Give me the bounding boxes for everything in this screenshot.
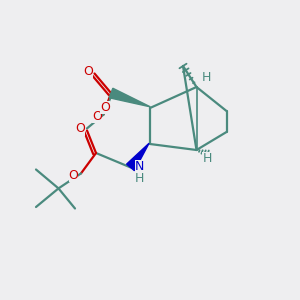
Polygon shape [109, 88, 150, 107]
Polygon shape [127, 143, 149, 171]
Text: O: O [83, 65, 93, 78]
Text: H: H [202, 71, 211, 84]
Text: O: O [92, 110, 102, 123]
Text: O: O [75, 122, 85, 136]
Text: O: O [100, 100, 110, 114]
Text: O: O [69, 169, 78, 182]
Text: H: H [202, 152, 212, 165]
Text: N: N [135, 160, 144, 173]
Text: H: H [135, 172, 144, 185]
